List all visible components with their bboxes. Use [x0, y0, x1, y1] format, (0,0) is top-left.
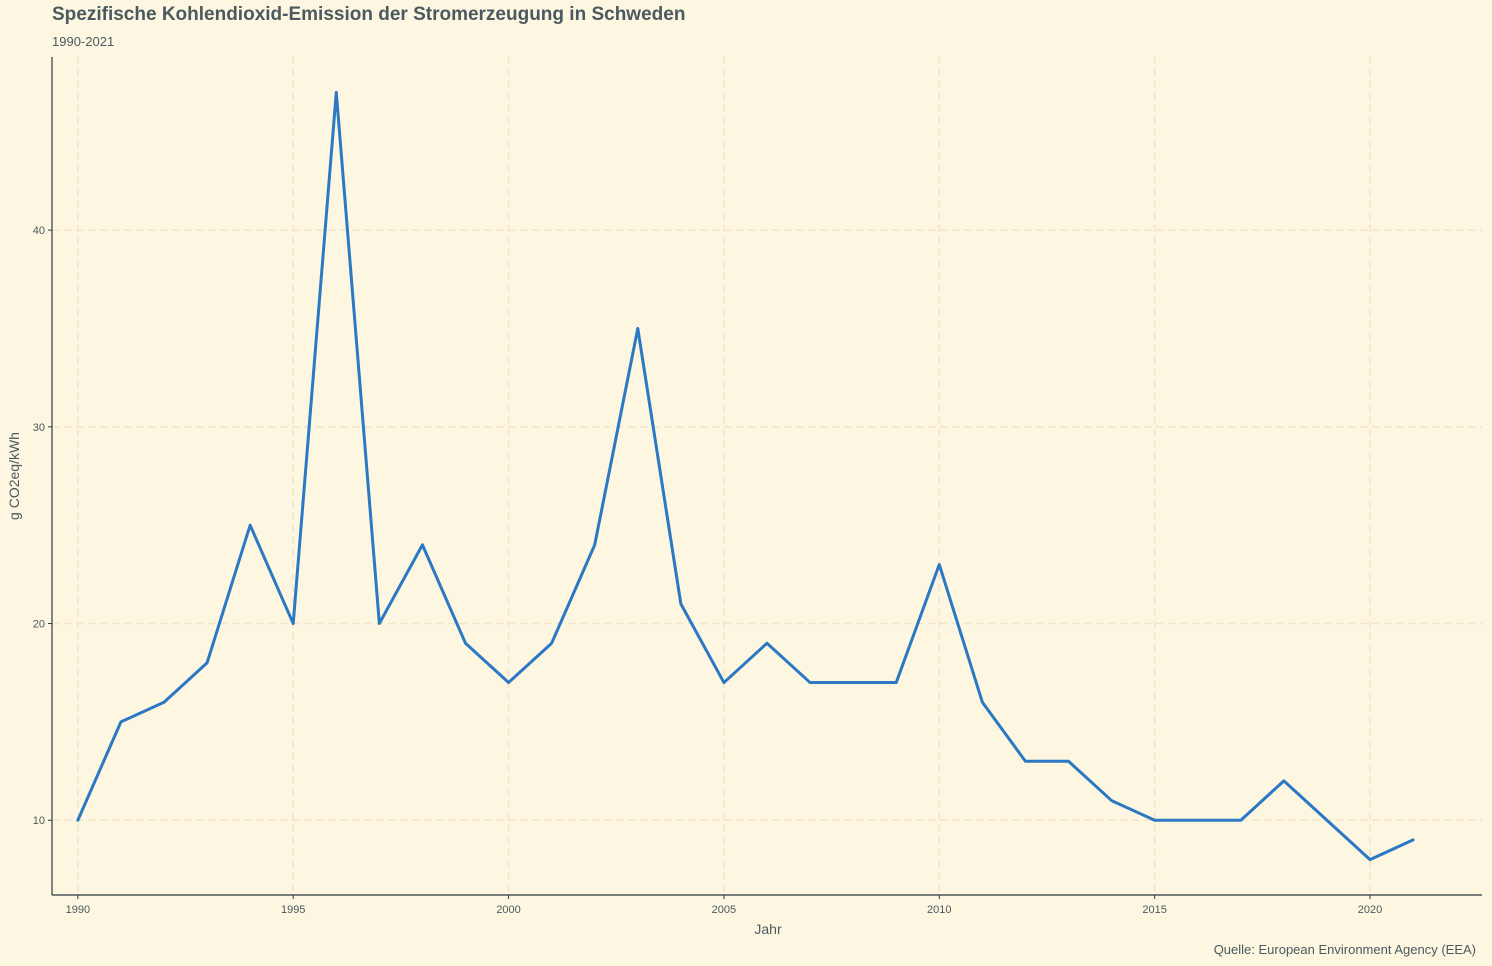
- x-tick-label: 2000: [496, 904, 520, 916]
- chart-title: Spezifische Kohlendioxid-Emission der St…: [52, 4, 686, 25]
- x-tick-label: 2010: [927, 904, 951, 916]
- x-tick-label: 1995: [281, 904, 305, 916]
- x-tick-label: 2020: [1358, 904, 1382, 916]
- x-tick-label: 1990: [66, 904, 90, 916]
- y-axis-label: g CO2eq/kWh: [6, 432, 22, 520]
- chart-caption: Quelle: European Environment Agency (EEA…: [1213, 942, 1476, 957]
- y-tick-label: 30: [33, 422, 45, 434]
- x-tick-label: 2015: [1142, 904, 1166, 916]
- y-tick-label: 20: [33, 619, 45, 631]
- x-tick-label: 2005: [712, 904, 736, 916]
- x-axis-label: Jahr: [754, 921, 782, 937]
- series-line: [76, 90, 1415, 862]
- chart-subtitle: 1990-2021: [52, 34, 115, 49]
- y-tick-label: 40: [33, 225, 45, 237]
- y-tick-label: 10: [33, 815, 45, 827]
